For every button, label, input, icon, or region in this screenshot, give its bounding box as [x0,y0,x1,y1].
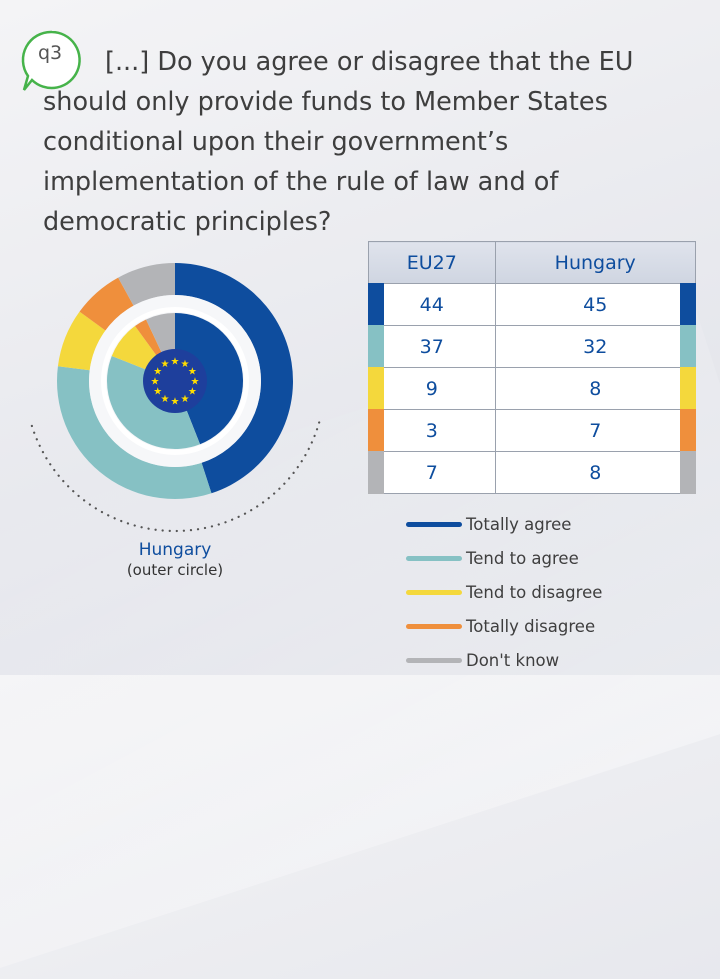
row-color-marker [680,325,696,368]
chart-caption: Hungary (outer circle) [90,540,260,579]
legend-label: Don't know [466,650,560,670]
speech-bubble-icon [21,30,81,91]
table-cell-eu27: 44 [368,283,496,326]
legend-swatch [406,556,462,562]
table-row: 44 45 [368,283,696,326]
eu-star-icon: ★ [181,359,190,370]
eu-star-icon: ★ [171,357,180,368]
table-cell-hungary: 8 [494,451,696,494]
eu-star-icon: ★ [151,377,160,388]
legend-swatch [406,657,462,663]
legend-item: Don't know [406,643,602,677]
table-row: 7 8 [368,451,696,494]
cell-value: 3 [425,419,438,442]
row-color-marker [368,367,384,410]
eu-star-icon: ★ [191,377,200,388]
table-cell-eu27: 3 [368,409,496,452]
table-cell-eu27: 37 [368,325,496,368]
cell-value: 37 [419,335,444,358]
legend-item: Totally disagree [406,609,602,643]
outer-ring-slice-2 [57,311,106,371]
legend-item: Tend to agree [406,542,602,576]
outer-ring-slice-4 [118,263,175,306]
question-text: [...] Do you agree or disagree that the … [43,47,634,237]
cell-value: 44 [419,293,444,316]
row-color-marker [368,325,384,368]
legend-label: Tend to agree [466,549,579,569]
eu-star-icon: ★ [161,394,170,405]
legend-label: Totally disagree [466,616,596,636]
row-color-marker [368,409,384,452]
results-table: EU27 Hungary 44 45 37 32 9 8 3 7 7 8 [368,241,696,494]
cell-value: 8 [589,461,602,484]
table-cell-hungary: 32 [494,325,696,368]
legend-swatch [406,623,462,629]
caption-country: Hungary [138,540,212,560]
outer-ring-slice-0 [175,263,293,494]
table-cell-eu27: 9 [368,367,496,410]
eu-star-icon: ★ [153,387,162,398]
table-row: 37 32 [368,325,696,368]
eu-star-icon: ★ [161,359,170,370]
legend-label: Tend to disagree [466,582,603,602]
dotted-arc [29,421,321,533]
table-row: 3 7 [368,409,696,452]
row-color-marker [368,283,384,326]
legend-item: Totally agree [406,508,602,542]
eu-star-icon: ★ [171,397,180,408]
table-header-hungary: Hungary [494,241,696,284]
table-header-eu27: EU27 [368,241,496,284]
table-cell-hungary: 8 [494,367,696,410]
legend-swatch [406,589,462,595]
row-color-marker [680,283,696,326]
caption-note: (outer circle) [126,561,224,579]
legend-item: Tend to disagree [406,576,602,610]
row-color-marker [680,367,696,410]
ring-separator [101,307,249,455]
eu-star-icon: ★ [188,367,197,378]
outer-ring-slice-1 [57,366,212,499]
row-color-marker [680,409,696,452]
cell-value: 32 [583,335,608,358]
table-cell-eu27: 7 [368,451,496,494]
row-color-marker [680,451,696,494]
donut-chart: ★ ★★★★★★★★★★★ [29,263,321,533]
eu-flag-icon [143,349,207,413]
cell-value: 45 [583,293,608,316]
cell-value: 7 [589,419,602,442]
eu-star-icon: ★ [181,394,190,405]
table-cell-hungary: 45 [494,283,696,326]
cell-value: 8 [589,377,602,400]
cell-value: 9 [425,377,438,400]
outer-ring-slice-3 [79,277,134,331]
question-number: q3 [38,42,63,64]
inner-ring-slice-0 [175,313,244,445]
legend-swatch [406,522,462,528]
legend: Totally agree Tend to agree Tend to disa… [406,508,602,677]
cell-value: 7 [425,461,438,484]
legend-label: Totally agree [466,515,572,535]
table-cell-hungary: 7 [494,409,696,452]
row-color-marker [368,451,384,494]
table-row: 9 8 [368,367,696,410]
eu-star-icon: ★ [188,387,197,398]
question-badge: q3 [20,28,84,92]
eu-star-icon: ★ [153,367,162,378]
